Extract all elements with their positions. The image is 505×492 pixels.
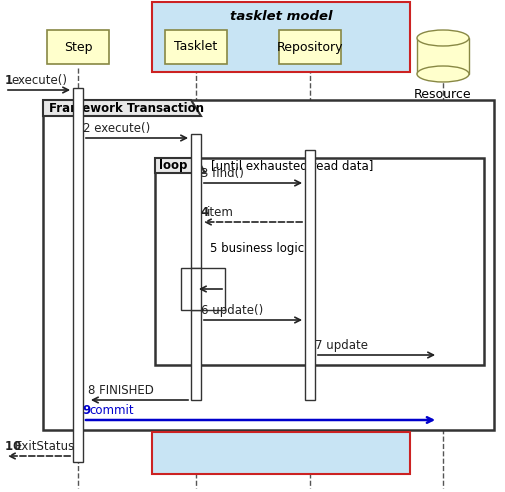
Bar <box>43 100 493 430</box>
Text: loop: loop <box>159 159 187 172</box>
Text: execute(): execute() <box>11 74 67 87</box>
Text: 6 update(): 6 update() <box>200 304 263 317</box>
Text: Framework Transaction: Framework Transaction <box>49 101 204 115</box>
Text: 1: 1 <box>5 74 17 87</box>
Polygon shape <box>155 158 205 173</box>
Text: 3 find(): 3 find() <box>200 167 243 180</box>
Bar <box>190 268 200 310</box>
Text: tasklet model: tasklet model <box>229 9 332 23</box>
Bar <box>73 88 83 462</box>
Text: ExitStatus: ExitStatus <box>15 440 75 453</box>
Text: commit: commit <box>89 404 133 417</box>
Text: [until exhausted read data]: [until exhausted read data] <box>211 159 373 172</box>
Text: Repository: Repository <box>276 40 342 54</box>
Text: Resource: Resource <box>414 88 471 101</box>
Bar <box>165 30 227 64</box>
Ellipse shape <box>416 66 468 82</box>
Bar <box>190 134 200 400</box>
Ellipse shape <box>416 30 468 46</box>
Bar <box>155 158 483 365</box>
Text: 8 FINISHED: 8 FINISHED <box>88 384 154 397</box>
Bar <box>47 30 109 64</box>
Text: 2 execute(): 2 execute() <box>83 122 150 135</box>
Bar <box>278 30 340 64</box>
Text: 9: 9 <box>83 404 95 417</box>
Bar <box>305 150 315 400</box>
Text: Tasklet: Tasklet <box>174 40 217 54</box>
Text: 10: 10 <box>5 440 25 453</box>
Text: item: item <box>207 206 233 219</box>
Polygon shape <box>43 100 200 116</box>
Text: Step: Step <box>64 40 92 54</box>
Text: 4: 4 <box>200 206 213 219</box>
Bar <box>152 2 409 72</box>
Bar <box>181 268 225 310</box>
Text: 5 business logic: 5 business logic <box>210 242 304 255</box>
Bar <box>152 432 409 474</box>
Bar <box>416 38 468 74</box>
Text: 7 update: 7 update <box>315 339 367 352</box>
